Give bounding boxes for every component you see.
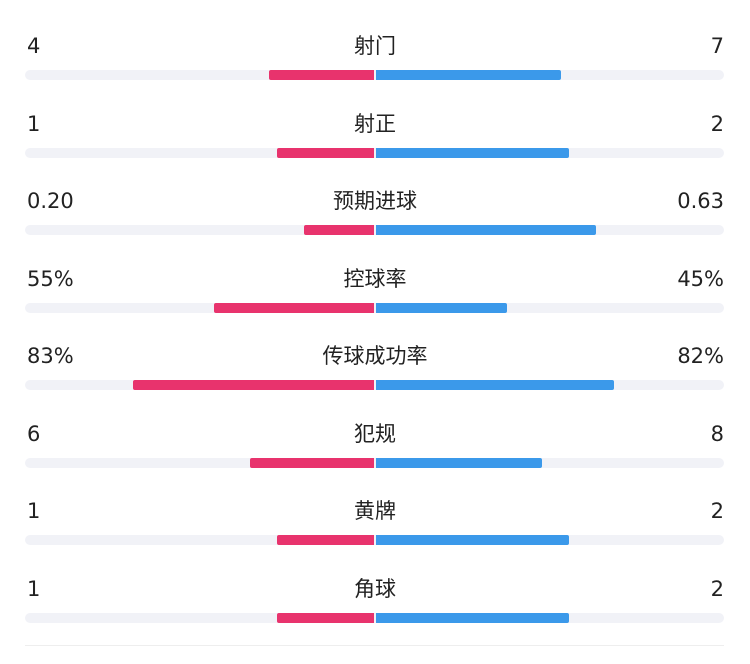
stat-name-label: 传球成功率 (322, 344, 428, 368)
home-value-label: 55% (27, 266, 74, 291)
away-bar (376, 147, 569, 158)
bar-track (25, 302, 724, 313)
away-bar (376, 535, 569, 545)
away-value-label: 2 (710, 111, 724, 136)
stat-name-label: 角球 (354, 576, 396, 601)
away-bar (376, 457, 542, 468)
home-bar (304, 225, 374, 235)
stat-row: 6 犯规 8 (0, 394, 750, 472)
away-value-label: 82% (677, 344, 724, 368)
away-value-label: 7 (710, 34, 724, 58)
away-value-label: 2 (710, 499, 724, 523)
stat-row: 1 角球 2 (0, 549, 750, 627)
stat-row: 0.20 预期进球 0.63 (0, 161, 750, 239)
bar-track (25, 147, 724, 158)
stat-name-label: 黄牌 (354, 499, 396, 523)
away-bar (376, 612, 569, 623)
home-bar (214, 302, 374, 313)
stat-name-label: 控球率 (343, 266, 407, 291)
stat-name-label: 射门 (354, 34, 396, 58)
home-value-label: 0.20 (27, 189, 74, 213)
stat-name-label: 预期进球 (333, 189, 417, 213)
away-value-label: 8 (710, 421, 724, 446)
home-bar (277, 535, 374, 545)
stat-row: 55% 控球率 45% (0, 239, 750, 317)
home-bar (269, 70, 374, 80)
bar-track (25, 70, 724, 80)
stat-row: 83% 传球成功率 82% (0, 316, 750, 394)
away-value-label: 45% (677, 266, 724, 291)
home-value-label: 1 (27, 111, 41, 136)
stat-row: 1 射正 2 (0, 84, 750, 162)
away-bar (376, 225, 596, 235)
home-bar (133, 380, 374, 390)
bar-track (25, 612, 724, 623)
home-value-label: 83% (27, 344, 74, 368)
stat-name-label: 犯规 (354, 421, 396, 446)
home-value-label: 6 (27, 421, 41, 446)
bar-track (25, 535, 724, 545)
home-bar (277, 612, 374, 623)
stat-name-label: 射正 (354, 111, 396, 136)
bar-track (25, 380, 724, 390)
home-value-label: 1 (27, 576, 41, 601)
away-value-label: 2 (710, 576, 724, 601)
stat-row: 4 射门 7 (0, 6, 750, 84)
stat-row: 1 黄牌 2 (0, 471, 750, 549)
home-value-label: 4 (27, 34, 41, 58)
away-bar (376, 302, 507, 313)
away-bar (376, 70, 561, 80)
bottom-divider (25, 645, 724, 646)
home-bar (250, 457, 374, 468)
bar-track (25, 225, 724, 235)
home-value-label: 1 (27, 499, 41, 523)
away-bar (376, 380, 614, 390)
home-bar (277, 147, 374, 158)
bar-track (25, 457, 724, 468)
away-value-label: 0.63 (677, 189, 724, 213)
